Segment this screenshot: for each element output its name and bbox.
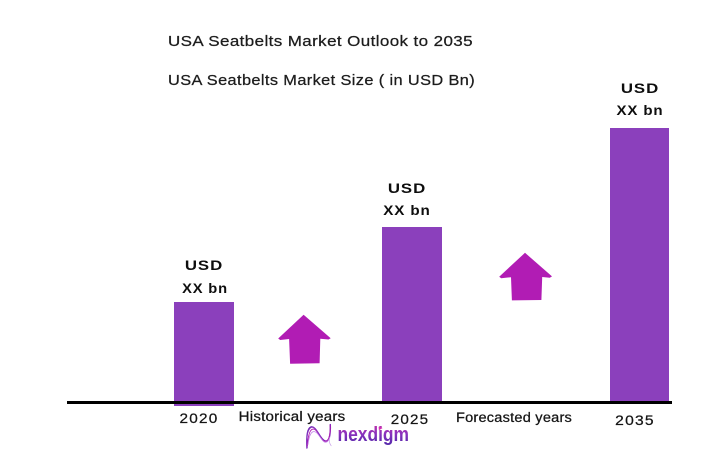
svg-text:nexdigm: nexdigm xyxy=(338,424,410,446)
